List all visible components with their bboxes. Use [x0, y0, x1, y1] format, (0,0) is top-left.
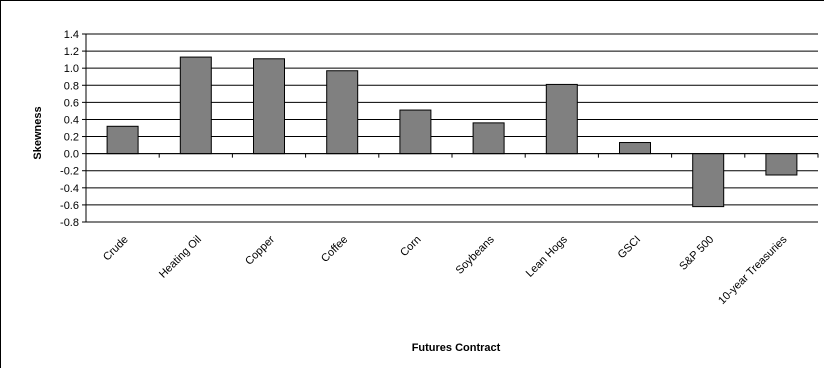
x-category-label: 10-year Treasuries — [716, 233, 790, 307]
x-category-label: Coffee — [319, 234, 350, 265]
bar — [472, 122, 505, 155]
bars — [106, 56, 798, 208]
x-category-label: GSCI — [616, 234, 644, 262]
y-tick-labels: 1.4 1.2 1.0 0.8 0.6 0.4 0.2 0.0 -0.2 -0.4 -0.6 -0.8 — [60, 29, 79, 229]
x-category-label: Copper — [243, 233, 277, 267]
y-tick-label: 1.2 — [64, 46, 79, 58]
bar — [326, 70, 359, 155]
y-tick-label: -0.4 — [60, 183, 79, 195]
x-category-label: Soybeans — [454, 233, 497, 276]
bar — [253, 58, 285, 155]
y-tick-label: 0.8 — [64, 80, 79, 92]
x-category-labels: Crude Heating Oil Copper Coffee Corn Soybeans… — [101, 233, 790, 307]
bar — [179, 56, 212, 155]
y-tick-label: 1.4 — [64, 29, 79, 41]
bar — [765, 153, 798, 176]
y-tick-label: -0.2 — [60, 166, 79, 178]
x-category-label: Lean Hogs — [524, 233, 570, 279]
bar — [399, 109, 432, 155]
x-category-label: S&P 500 — [677, 234, 716, 273]
bar — [545, 83, 578, 155]
y-tick-label: 1.0 — [64, 63, 79, 75]
bar — [619, 142, 651, 155]
y-tick-label: 0.6 — [64, 97, 79, 109]
y-tick-label: -0.8 — [60, 217, 79, 229]
x-axis-title: Futures Contract — [412, 342, 501, 354]
y-tick-label: 0.0 — [64, 149, 79, 161]
y-tick-label: -0.6 — [60, 200, 79, 212]
x-category-label: Crude — [101, 234, 131, 264]
axes — [82, 33, 819, 223]
x-category-label: Corn — [398, 234, 423, 259]
y-tick-label: 0.4 — [64, 114, 79, 126]
y-tick-label: 0.2 — [64, 132, 79, 144]
x-category-label: Heating Oil — [157, 234, 204, 281]
y-axis-title: Skewness — [32, 106, 44, 159]
bar — [106, 125, 139, 155]
bar — [692, 153, 725, 208]
